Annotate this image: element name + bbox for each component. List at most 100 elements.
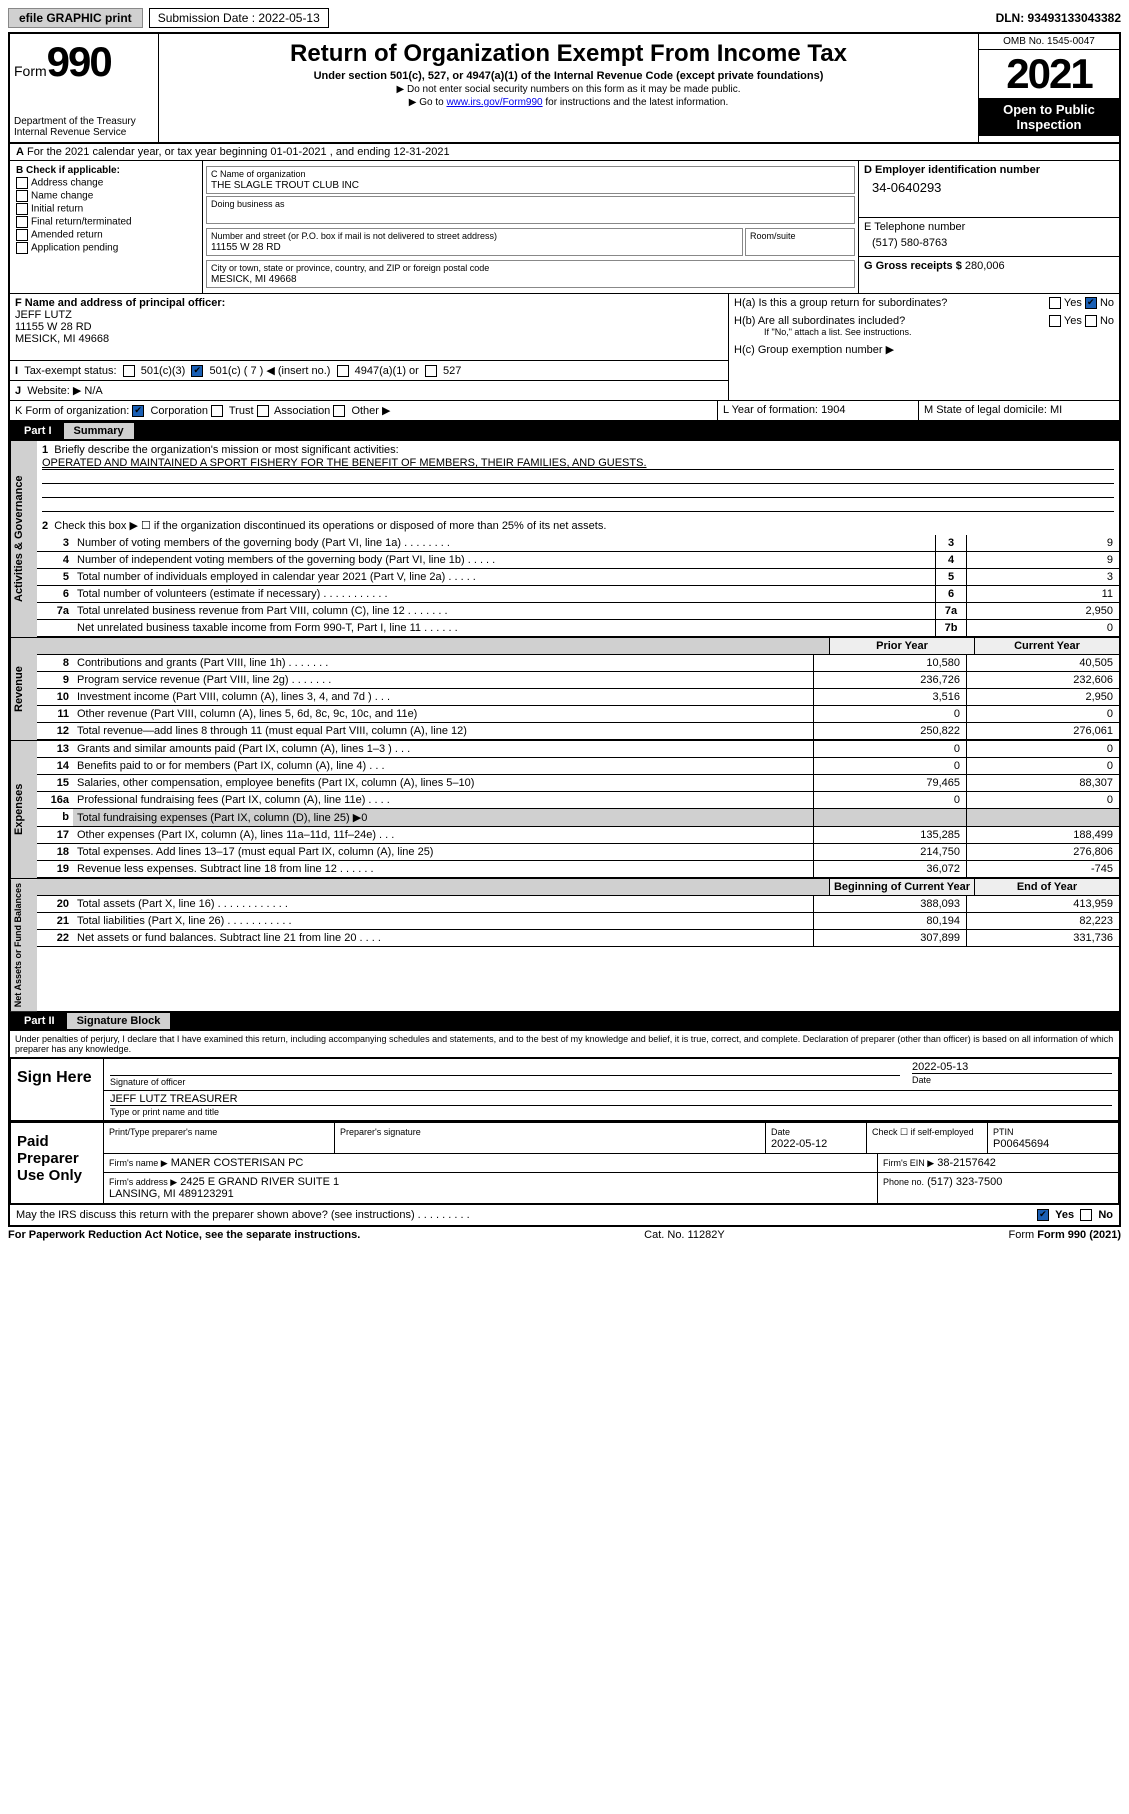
- prep-date-label: Date: [771, 1127, 790, 1137]
- dba-label: Doing business as: [211, 199, 285, 209]
- part2-sub: Signature Block: [67, 1013, 171, 1029]
- perjury-declaration: Under penalties of perjury, I declare th…: [10, 1031, 1119, 1057]
- paperwork-notice: For Paperwork Reduction Act Notice, see …: [8, 1229, 360, 1241]
- self-employed-check: Check ☐ if self-employed: [872, 1127, 974, 1137]
- room-label: Room/suite: [750, 231, 796, 241]
- ha-label: H(a) Is this a group return for subordin…: [734, 297, 947, 309]
- org-name: THE SLAGLE TROUT CLUB INC: [211, 180, 359, 191]
- website-label: Website: ▶: [27, 385, 81, 397]
- sig-officer-label: Signature of officer: [110, 1077, 185, 1087]
- ptin-value: P00645694: [993, 1138, 1049, 1150]
- note2-post: for instructions and the latest informat…: [543, 97, 729, 108]
- note2-pre: ▶ Go to: [409, 97, 447, 108]
- chk-amended[interactable]: [16, 229, 28, 241]
- street-label: Number and street (or P.O. box if mail i…: [211, 231, 497, 241]
- firm-name: MANER COSTERISAN PC: [171, 1157, 304, 1169]
- form-title: Return of Organization Exempt From Incom…: [167, 40, 970, 68]
- m-value: MI: [1050, 404, 1062, 416]
- section-a-tax-year: A For the 2021 calendar year, or tax yea…: [10, 144, 1119, 161]
- chk-app-pending[interactable]: [16, 242, 28, 254]
- chk-initial-return[interactable]: [16, 203, 28, 215]
- m-label: M State of legal domicile:: [924, 404, 1047, 416]
- officer-street: 11155 W 28 RD: [15, 321, 92, 333]
- 527-label: 527: [443, 365, 461, 377]
- chk-hb-yes[interactable]: [1049, 315, 1061, 327]
- officer-label: Type or print name and title: [110, 1107, 219, 1117]
- k-label: K Form of organization:: [15, 405, 129, 417]
- website-value: N/A: [84, 385, 102, 397]
- chk-501c[interactable]: [191, 365, 203, 377]
- firm-phone-label: Phone no.: [883, 1177, 924, 1187]
- prep-name-label: Print/Type preparer's name: [109, 1127, 217, 1137]
- irs-link[interactable]: www.irs.gov/Form990: [446, 97, 542, 108]
- chk-label: Name change: [31, 191, 93, 202]
- efile-button[interactable]: efile GRAPHIC print: [8, 8, 143, 28]
- chk-ha-no[interactable]: [1085, 297, 1097, 309]
- prep-sig-label: Preparer's signature: [340, 1127, 421, 1137]
- tax-status-label: Tax-exempt status:: [24, 365, 116, 377]
- prep-date: 2022-05-12: [771, 1138, 827, 1150]
- city-label: City or town, state or province, country…: [211, 263, 489, 273]
- officer-name: JEFF LUTZ: [15, 309, 72, 321]
- chk-527[interactable]: [425, 365, 437, 377]
- tax-year: 2021: [979, 50, 1119, 98]
- part1-header: Part I Summary: [10, 421, 1119, 441]
- street-value: 11155 W 28 RD: [211, 242, 281, 253]
- chk-discuss-yes[interactable]: [1037, 1209, 1049, 1221]
- chk-label: Final return/terminated: [31, 217, 132, 228]
- col-end: End of Year: [974, 879, 1119, 895]
- chk-address-change[interactable]: [16, 177, 28, 189]
- officer-city: MESICK, MI 49668: [15, 333, 109, 345]
- part1-title: Part I: [18, 425, 58, 437]
- chk-final-return[interactable]: [16, 216, 28, 228]
- firm-name-label: Firm's name ▶: [109, 1158, 168, 1168]
- chk-label: Address change: [31, 178, 103, 189]
- firm-ein-label: Firm's EIN ▶: [883, 1158, 934, 1168]
- date-label: Date: [912, 1075, 931, 1085]
- ein-value: 34-0640293: [864, 176, 1114, 199]
- firm-phone: (517) 323-7500: [927, 1176, 1002, 1188]
- chk-label: Amended return: [31, 230, 103, 241]
- 501c-label: 501(c) ( 7 ) ◀ (insert no.): [210, 365, 331, 377]
- tab-net-assets: Net Assets or Fund Balances: [10, 879, 37, 1011]
- chk-trust[interactable]: [211, 405, 223, 417]
- other-label: Other ▶: [351, 405, 390, 417]
- city-value: MESICK, MI 49668: [211, 274, 297, 285]
- tab-revenue: Revenue: [10, 638, 37, 740]
- chk-discuss-no[interactable]: [1080, 1209, 1092, 1221]
- part1-sub: Summary: [64, 423, 134, 439]
- open-inspection: Open to Public Inspection: [979, 98, 1119, 136]
- form-header: Form990 Department of the Treasury Inter…: [10, 34, 1119, 144]
- form-subtitle: Under section 501(c), 527, or 4947(a)(1)…: [167, 70, 970, 82]
- chk-4947[interactable]: [337, 365, 349, 377]
- sign-here: Sign Here: [11, 1059, 104, 1120]
- hc-label: H(c) Group exemption number ▶: [734, 343, 1114, 356]
- chk-501c3[interactable]: [123, 365, 135, 377]
- l-label: L Year of formation:: [723, 404, 818, 416]
- l-value: 1904: [821, 404, 845, 416]
- chk-other[interactable]: [333, 405, 345, 417]
- paid-preparer: Paid Preparer Use Only: [11, 1123, 104, 1203]
- chk-ha-yes[interactable]: [1049, 297, 1061, 309]
- dept-treasury: Department of the Treasury Internal Reve…: [14, 116, 154, 138]
- col-begin: Beginning of Current Year: [829, 879, 974, 895]
- chk-assoc[interactable]: [257, 405, 269, 417]
- chk-name-change[interactable]: [16, 190, 28, 202]
- col-current: Current Year: [974, 638, 1119, 654]
- submission-date: Submission Date : 2022-05-13: [149, 8, 329, 28]
- phone-value: (517) 580-8763: [864, 233, 1114, 253]
- part2-header: Part II Signature Block: [10, 1011, 1119, 1031]
- part2-title: Part II: [18, 1015, 61, 1027]
- c-name-label: C Name of organization: [211, 169, 306, 179]
- b-label: B Check if applicable:: [16, 165, 120, 176]
- line1-label: Briefly describe the organization's miss…: [54, 444, 398, 456]
- right-ident-col: D Employer identification number 34-0640…: [859, 161, 1119, 293]
- chk-corp[interactable]: [132, 405, 144, 417]
- may-discuss: May the IRS discuss this return with the…: [16, 1209, 1037, 1221]
- chk-hb-no[interactable]: [1085, 315, 1097, 327]
- tab-activities-governance: Activities & Governance: [10, 441, 37, 637]
- top-bar: efile GRAPHIC print Submission Date : 20…: [8, 8, 1121, 28]
- no-label: No: [1100, 297, 1114, 309]
- chk-label: Application pending: [31, 243, 118, 254]
- ssn-note: ▶ Do not enter social security numbers o…: [167, 84, 970, 95]
